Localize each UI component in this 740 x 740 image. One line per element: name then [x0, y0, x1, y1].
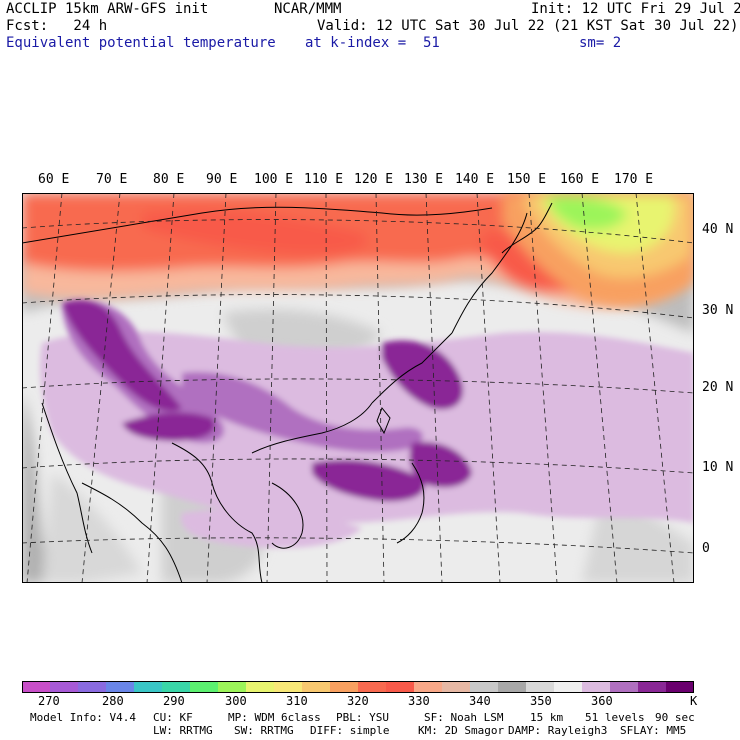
- colorbar-swatch: [610, 681, 639, 693]
- footer-sw: SW: RRTMG: [234, 724, 294, 737]
- lon-label: 80 E: [153, 172, 185, 187]
- footer-km: KM: 2D Smagor: [418, 724, 505, 737]
- lon-label: 70 E: [96, 172, 128, 187]
- footer-levels: 51 levels: [585, 711, 645, 724]
- colorbar-tick: 350: [530, 694, 552, 708]
- colorbar-swatch: [106, 681, 135, 693]
- lon-label: 140 E: [455, 172, 495, 187]
- lat-label: 40 N: [702, 222, 734, 237]
- colorbar-swatch: [638, 681, 667, 693]
- moist-field: [40, 299, 694, 548]
- colorbar: [22, 681, 694, 693]
- colorbar-swatch: [22, 681, 51, 693]
- colorbar-tick: 270: [38, 694, 60, 708]
- colorbar-tick: 330: [408, 694, 430, 708]
- colorbar-tick: 310: [286, 694, 308, 708]
- colorbar-tick: 340: [469, 694, 491, 708]
- lon-label: 60 E: [38, 172, 70, 187]
- colorbar-swatch: [218, 681, 247, 693]
- center-name: NCAR/MMM: [274, 1, 342, 17]
- colorbar-swatch: [498, 681, 527, 693]
- colorbar-tick: 300: [225, 694, 247, 708]
- colorbar-unit: K: [690, 694, 698, 708]
- pacific-high: [502, 193, 694, 307]
- forecast-hour: Fcst: 24 h: [6, 18, 108, 34]
- colorbar-swatch: [78, 681, 107, 693]
- colorbar-swatch: [554, 681, 583, 693]
- footer-model-info: Model Info: V4.4: [30, 711, 136, 724]
- colorbar-swatch: [134, 681, 163, 693]
- lon-label: 110 E: [304, 172, 344, 187]
- lon-label: 90 E: [206, 172, 238, 187]
- lat-label: 10 N: [702, 460, 734, 475]
- colorbar-swatch: [386, 681, 415, 693]
- colorbar-tick: 280: [102, 694, 124, 708]
- valid-time: Valid: 12 UTC Sat 30 Jul 22 (21 KST Sat …: [317, 18, 739, 34]
- model-title: ACCLIP 15km ARW-GFS init: [6, 1, 209, 17]
- colorbar-swatch: [246, 681, 275, 693]
- lat-label: 20 N: [702, 380, 734, 395]
- footer-damp: DAMP: Rayleigh3: [508, 724, 608, 737]
- field-name: Equivalent potential temperature: [6, 35, 276, 51]
- map-border: [22, 193, 694, 583]
- footer-pbl: PBL: YSU: [336, 711, 389, 724]
- colorbar-swatch: [582, 681, 611, 693]
- colorbar-tick: 360: [591, 694, 613, 708]
- theta-e-map: [22, 193, 694, 583]
- lon-label: 170 E: [614, 172, 654, 187]
- coastlines: [22, 202, 553, 583]
- lon-label: 100 E: [254, 172, 294, 187]
- colorbar-swatch: [274, 681, 303, 693]
- level-info: at k-index = 51: [305, 35, 440, 51]
- colorbar-swatch: [162, 681, 191, 693]
- colorbar-tick: 290: [163, 694, 185, 708]
- colorbar-swatch: [330, 681, 359, 693]
- colorbar-tick: 320: [347, 694, 369, 708]
- footer-lw: LW: RRTMG: [153, 724, 213, 737]
- colorbar-swatch: [302, 681, 331, 693]
- lon-label: 130 E: [404, 172, 444, 187]
- footer-sflay: SFLAY: MM5: [620, 724, 687, 737]
- footer-resolution: 15 km: [530, 711, 564, 724]
- colorbar-swatch: [666, 681, 694, 693]
- footer-mp: MP: WDM 6class: [228, 711, 321, 724]
- footer-sf: SF: Noah LSM: [424, 711, 504, 724]
- colorbar-swatch: [414, 681, 443, 693]
- lon-label: 150 E: [507, 172, 547, 187]
- footer-diff: DIFF: simple: [310, 724, 390, 737]
- colorbar-swatch: [526, 681, 555, 693]
- graticule: [22, 193, 694, 583]
- colorbar-swatch: [442, 681, 471, 693]
- colorbar-swatch: [190, 681, 219, 693]
- footer-timestep: 90 sec: [655, 711, 695, 724]
- smoothing-info: sm= 2: [579, 35, 622, 51]
- lat-label: 30 N: [702, 303, 734, 318]
- colorbar-swatch: [358, 681, 387, 693]
- init-time: Init: 12 UTC Fri 29 Jul 22: [531, 1, 740, 17]
- lon-label: 160 E: [560, 172, 600, 187]
- colorbar-swatch: [50, 681, 79, 693]
- colorbar-border: [22, 681, 694, 693]
- colorbar-swatch: [470, 681, 499, 693]
- lon-label: 120 E: [354, 172, 394, 187]
- lat-label: 0: [702, 541, 710, 556]
- footer-cu: CU: KF: [153, 711, 193, 724]
